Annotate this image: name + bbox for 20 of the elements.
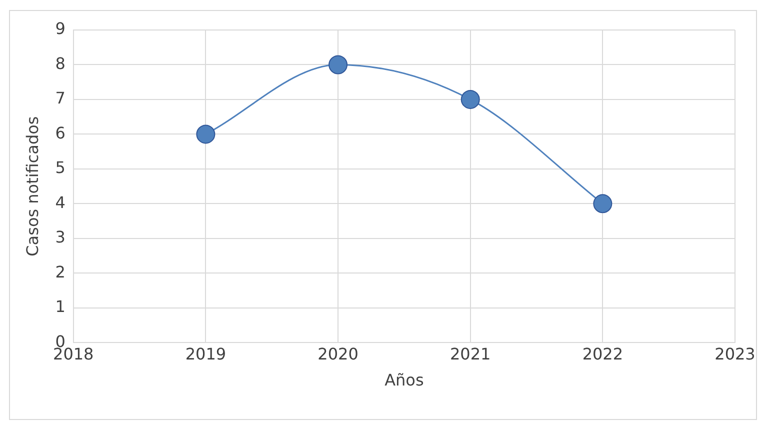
y-tick-label: 3 — [55, 228, 66, 247]
point — [460, 90, 480, 109]
x-tick-label: 2022 — [582, 344, 624, 364]
x-tick-label: 2023 — [714, 344, 756, 364]
y-tick-label: 8 — [55, 54, 66, 73]
y-tick-label: 2 — [55, 262, 66, 282]
x-axis-title: Años — [384, 370, 424, 390]
x-tick-label: 2019 — [185, 344, 226, 364]
point — [196, 124, 216, 144]
point — [593, 194, 612, 214]
x-tick-label: 2020 — [318, 344, 358, 364]
point — [328, 55, 348, 74]
y-tick-label: 6 — [55, 123, 66, 142]
y-tick-label: 9 — [55, 19, 66, 38]
y-tick-label: 1 — [55, 297, 66, 316]
y-tick-label: 7 — [55, 88, 66, 108]
x-tick-label: 2021 — [450, 344, 491, 364]
y-tick-label: 5 — [55, 158, 66, 178]
y-tick-label: 4 — [55, 192, 66, 212]
y-axis-title: Casos notificados — [22, 116, 42, 256]
